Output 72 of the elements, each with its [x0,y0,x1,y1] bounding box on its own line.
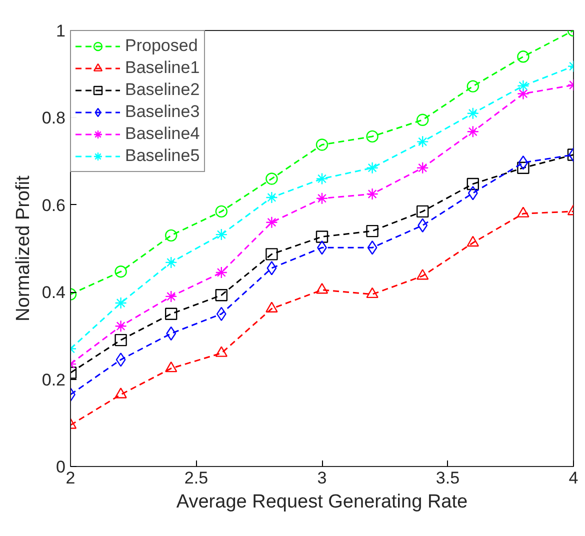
point [466,80,479,92]
x-tick-label: 3 [317,468,327,488]
point [266,191,278,204]
point [165,308,178,320]
legend-label: Baseline2 [125,79,200,101]
point [215,228,228,241]
y-tick-label: 0 [56,458,66,476]
point [316,282,328,294]
point [416,162,429,174]
point [517,50,530,63]
point [266,261,277,276]
point [517,80,530,92]
point [114,388,127,398]
y-tick-label: 0.6 [42,196,66,215]
point [416,114,429,126]
point [316,138,328,151]
point [466,126,479,138]
y-tick-label: 0.4 [42,283,66,302]
point [366,162,378,174]
point [316,230,328,243]
point [215,346,228,357]
point [215,205,228,218]
point [316,172,328,185]
point [165,229,178,242]
point [165,256,178,269]
point [215,289,228,302]
point [517,206,530,218]
point [517,162,530,174]
point [418,218,428,232]
point [366,224,378,238]
point [366,188,378,200]
point [215,266,228,279]
point [416,136,429,148]
point [114,296,127,310]
x-tick-label: 4 [568,468,578,488]
point [466,178,479,190]
point [416,269,429,280]
point [366,130,378,143]
point [266,248,278,260]
point [165,290,178,303]
x-tick-label: 2 [66,468,76,488]
point [466,107,479,120]
point [114,334,127,346]
y-axis-title: Normalized Profit [12,174,34,322]
y-tick-label: 0.8 [42,108,66,128]
legend-label: Proposed [125,35,198,57]
point [166,326,176,341]
point [518,156,528,170]
x-tick-label: 2.5 [184,468,208,488]
y-tick-label: 1 [56,22,66,40]
point [266,172,278,185]
legend-label: Baseline1 [125,57,200,79]
point [266,302,278,312]
point [165,361,178,372]
point [416,205,429,218]
legend-label: Baseline5 [125,145,200,167]
point [468,186,478,200]
point [266,216,278,228]
point [114,266,127,278]
legend-label: Baseline3 [125,101,200,123]
x-axis-title: Average Request Generating Rate [176,492,468,512]
point [114,320,127,332]
point [116,352,126,367]
point [517,88,530,100]
point [366,287,378,298]
legend-label: Baseline4 [125,123,200,145]
point [316,192,328,204]
y-tick-label: 0.2 [42,370,66,390]
point [367,240,378,255]
point [216,306,226,321]
point [466,236,479,247]
x-tick-label: 3.5 [436,468,460,488]
